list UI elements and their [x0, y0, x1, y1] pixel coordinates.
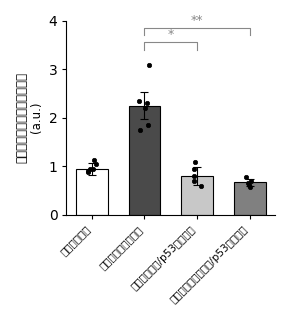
Point: [90, 166, 95, 171]
Text: *: *: [168, 28, 174, 41]
Bar: [234, 182, 266, 215]
Point: [86, 169, 90, 174]
Bar: [128, 106, 160, 215]
Point: [94, 161, 99, 166]
Point: [137, 98, 142, 103]
Point: [147, 63, 152, 68]
Point: [191, 166, 196, 171]
Point: [144, 100, 149, 106]
Point: [198, 183, 203, 188]
Y-axis label: 頭部における細胞死の相対値
(a.u.): 頭部における細胞死の相対値 (a.u.): [15, 72, 43, 163]
Point: [88, 166, 93, 171]
Point: [192, 178, 196, 183]
Point: [193, 160, 197, 165]
Point: [244, 174, 248, 180]
Point: [143, 105, 148, 110]
Bar: [181, 176, 213, 215]
Point: [146, 123, 151, 128]
Point: [247, 182, 251, 187]
Text: **: **: [191, 14, 203, 27]
Bar: [76, 169, 108, 215]
Point: [248, 184, 252, 189]
Point: [245, 181, 250, 186]
Point: [191, 173, 196, 179]
Point: [86, 170, 90, 175]
Point: [137, 127, 142, 132]
Point: [92, 158, 97, 163]
Point: [249, 178, 253, 183]
